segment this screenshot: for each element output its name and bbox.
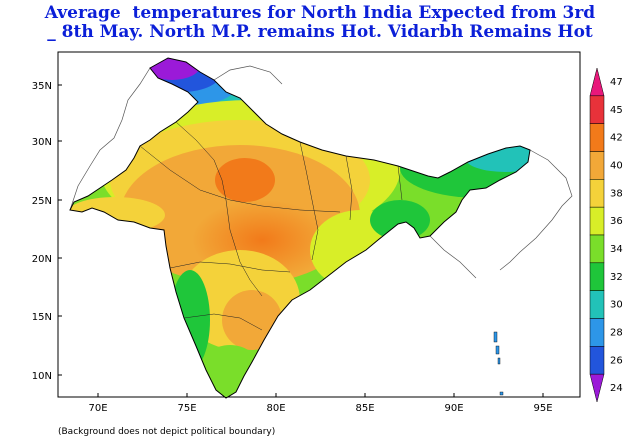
map-title: Average temperatures for North India Exp… — [0, 4, 640, 42]
lat-tick-label: 35N — [32, 81, 52, 92]
legend-level-label: 36 — [610, 216, 623, 227]
legend-swatch — [589, 318, 605, 347]
title-line-2: _ 8th May. North M.P. remains Hot. Vidar… — [47, 22, 593, 42]
state-boundaries — [139, 121, 403, 331]
legend-swatch — [589, 179, 605, 208]
legend-swatch — [589, 123, 605, 152]
legend-swatch — [589, 346, 605, 375]
lat-axis: 35N 30N 25N 20N 15N 10N — [32, 81, 62, 382]
lon-tick-label: 80E — [266, 403, 285, 414]
legend-level-label: 47 — [610, 77, 623, 88]
legend-level-label: 45 — [610, 105, 623, 116]
legend-swatch — [589, 373, 605, 403]
legend-level-label: 24 — [610, 383, 623, 394]
legend-level-label: 34 — [610, 244, 623, 255]
lon-tick-label: 75E — [177, 403, 196, 414]
legend-level-label: 26 — [610, 355, 623, 366]
legend-level-label: 30 — [610, 300, 623, 311]
andaman-islands — [493, 331, 504, 396]
legend-swatch — [589, 206, 605, 236]
title-line-1: Average temperatures for North India Exp… — [44, 3, 596, 23]
legend-swatch — [589, 262, 605, 291]
lat-tick-label: 25N — [32, 196, 52, 207]
legend-level-label: 38 — [610, 188, 623, 199]
color-legend: 47 45 42 40 38 36 34 32 30 28 26 24 — [589, 67, 623, 403]
lon-axis: 70E 75E 80E 85E 90E 95E — [88, 393, 553, 414]
legend-swatch — [589, 67, 605, 97]
lon-tick-label: 85E — [355, 403, 374, 414]
legend-level-label: 40 — [610, 160, 623, 171]
legend-swatch — [589, 151, 605, 180]
legend-level-label: 32 — [610, 272, 623, 283]
legend-swatch — [589, 95, 605, 124]
lon-tick-label: 90E — [444, 403, 463, 414]
background-boundaries — [69, 65, 573, 279]
legend-level-label: 28 — [610, 327, 623, 338]
lat-tick-label: 15N — [32, 312, 52, 323]
legend-swatch — [589, 234, 605, 264]
lat-tick-label: 10N — [32, 371, 52, 382]
lat-tick-label: 30N — [32, 137, 52, 148]
legend-level-label: 42 — [610, 133, 623, 144]
india-outline — [69, 57, 531, 399]
lon-tick-label: 70E — [88, 403, 107, 414]
lat-tick-label: 20N — [32, 254, 52, 265]
footnote: (Background does not depict political bo… — [58, 427, 276, 437]
lon-tick-label: 95E — [533, 403, 552, 414]
legend-swatch — [589, 290, 605, 319]
